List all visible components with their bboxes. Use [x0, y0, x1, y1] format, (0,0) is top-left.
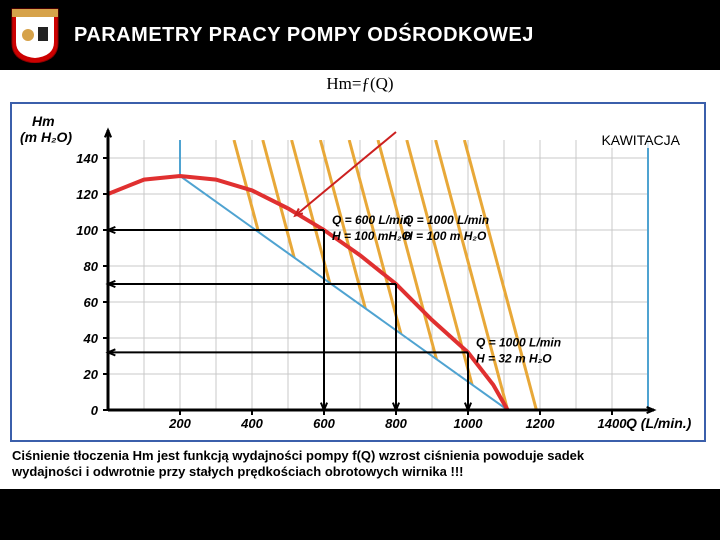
- svg-text:H = 100 m H₂O: H = 100 m H₂O: [404, 229, 487, 243]
- svg-text:100: 100: [76, 223, 98, 238]
- svg-text:200: 200: [168, 416, 191, 431]
- svg-text:Hm: Hm: [32, 113, 55, 129]
- svg-text:140: 140: [76, 151, 98, 166]
- svg-text:1400: 1400: [598, 416, 628, 431]
- footer-line-1: Ciśnienie tłoczenia Hm jest funkcją wyda…: [12, 448, 584, 463]
- svg-text:H = 100 mH₂O: H = 100 mH₂O: [332, 229, 412, 243]
- svg-text:Q = 600 L/min: Q = 600 L/min: [332, 213, 410, 227]
- chart-border: Q = 600 L/min H = 100 mH₂O Q = 1000 L/min H…: [10, 102, 706, 442]
- svg-text:400: 400: [240, 416, 263, 431]
- svg-text:60: 60: [84, 295, 99, 310]
- page-title: PARAMETRY PRACY POMPY ODŚRODKOWEJ: [74, 24, 534, 47]
- svg-text:0: 0: [91, 403, 99, 418]
- footer-line-2: wydajności i odwrotnie przy stałych pręd…: [12, 464, 463, 479]
- svg-text:Q (L/min.): Q (L/min.): [626, 415, 692, 431]
- pump-curve-chart: Q = 600 L/min H = 100 mH₂O Q = 1000 L/min H…: [12, 104, 704, 440]
- svg-text:H = 32 m H₂O: H = 32 m H₂O: [476, 351, 552, 365]
- header-bar: PARAMETRY PRACY POMPY ODŚRODKOWEJ: [0, 0, 720, 70]
- svg-text:Q = 1000 L/min: Q = 1000 L/min: [476, 335, 561, 349]
- svg-text:600: 600: [313, 416, 335, 431]
- svg-text:(m H₂O): (m H₂O): [20, 129, 72, 145]
- svg-text:40: 40: [83, 331, 99, 346]
- svg-text:1000: 1000: [454, 416, 484, 431]
- formula-bar: Hm=ƒ(Q): [0, 70, 720, 98]
- footer-caption: Ciśnienie tłoczenia Hm jest funkcją wyda…: [0, 442, 720, 489]
- svg-text:120: 120: [76, 187, 98, 202]
- svg-text:Q = 1000 L/min: Q = 1000 L/min: [404, 213, 489, 227]
- logo-shield-icon: [10, 7, 60, 63]
- formula-text: Hm=ƒ(Q): [326, 74, 393, 94]
- cavitation-label: KAWITACJA: [601, 132, 680, 148]
- chart-container: Q = 600 L/min H = 100 mH₂O Q = 1000 L/min H…: [0, 98, 720, 442]
- svg-text:20: 20: [83, 367, 99, 382]
- svg-text:1200: 1200: [526, 416, 556, 431]
- svg-text:800: 800: [385, 416, 407, 431]
- svg-text:80: 80: [84, 259, 99, 274]
